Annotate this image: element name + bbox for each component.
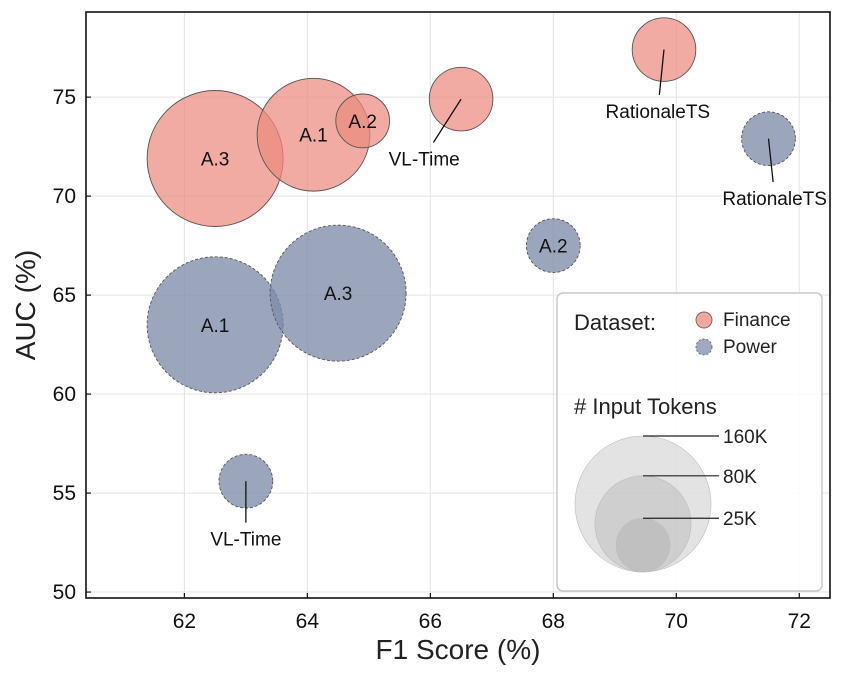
annotation-pointer	[767, 138, 774, 183]
size-legend-label: 80K	[723, 467, 757, 488]
legend-dataset-title: Dataset:	[574, 310, 656, 335]
x-tick-label: 64	[296, 610, 320, 633]
size-legend-circle	[615, 517, 671, 573]
bubble-power	[525, 218, 581, 273]
x-tick-label: 66	[419, 610, 442, 633]
legend-finance-marker	[695, 311, 713, 329]
ticks: 62 64 66 68 70 72 50 55 60 65 70 75	[53, 86, 811, 633]
y-axis-label: AUC (%)	[10, 250, 41, 360]
x-axis-label: F1 Score (%)	[376, 634, 541, 665]
bubble-labels: A.1 A.3 A.2 A.3 A.1 A.2	[201, 112, 568, 337]
bubble-finance	[428, 66, 494, 132]
legend-size-title: # Input Tokens	[574, 394, 717, 419]
bubbles	[146, 17, 796, 509]
bubble-label: A.2	[539, 237, 568, 258]
size-legend-label: 25K	[723, 509, 757, 530]
legend-power-label: Power	[723, 337, 778, 358]
bubble-label: A.1	[201, 316, 230, 337]
y-tick-label: 70	[53, 185, 76, 208]
plot-border	[85, 11, 831, 599]
x-tick-label: 68	[542, 610, 565, 633]
annotation-label: RationaleTS	[606, 102, 711, 123]
y-tick-label: 55	[53, 482, 76, 505]
size-legend-label: 160K	[723, 427, 768, 448]
bubble-label: A.3	[201, 150, 230, 171]
bubble-finance	[335, 93, 391, 149]
legend-box	[556, 292, 823, 592]
legend-finance-label: Finance	[723, 310, 791, 331]
size-legend: 160K 80K 25K	[574, 427, 768, 573]
bubble-label: A.1	[299, 126, 328, 147]
legend: Dataset: Finance Power # Input Tokens 16…	[556, 292, 823, 592]
y-tick-label: 75	[53, 86, 76, 109]
bubble-label: A.2	[348, 112, 377, 133]
annotations: VL-Time RationaleTS VL-Time RationaleTS	[210, 49, 827, 551]
annotation-label: RationaleTS	[722, 189, 827, 210]
bubble-label: A.3	[324, 284, 353, 305]
x-tick-label: 70	[665, 610, 688, 633]
annotation-pointer	[432, 98, 462, 143]
x-tick-label: 62	[173, 610, 196, 633]
y-tick-label: 50	[53, 581, 76, 604]
annotation-label: VL-Time	[389, 150, 460, 171]
y-tick-label: 65	[53, 284, 76, 307]
legend-power-marker	[695, 338, 713, 356]
bubble-power	[269, 224, 407, 362]
y-tick-label: 60	[53, 383, 76, 406]
annotation-pointer	[658, 49, 665, 96]
x-tick-label: 72	[788, 610, 811, 633]
annotation-label: VL-Time	[210, 530, 281, 551]
